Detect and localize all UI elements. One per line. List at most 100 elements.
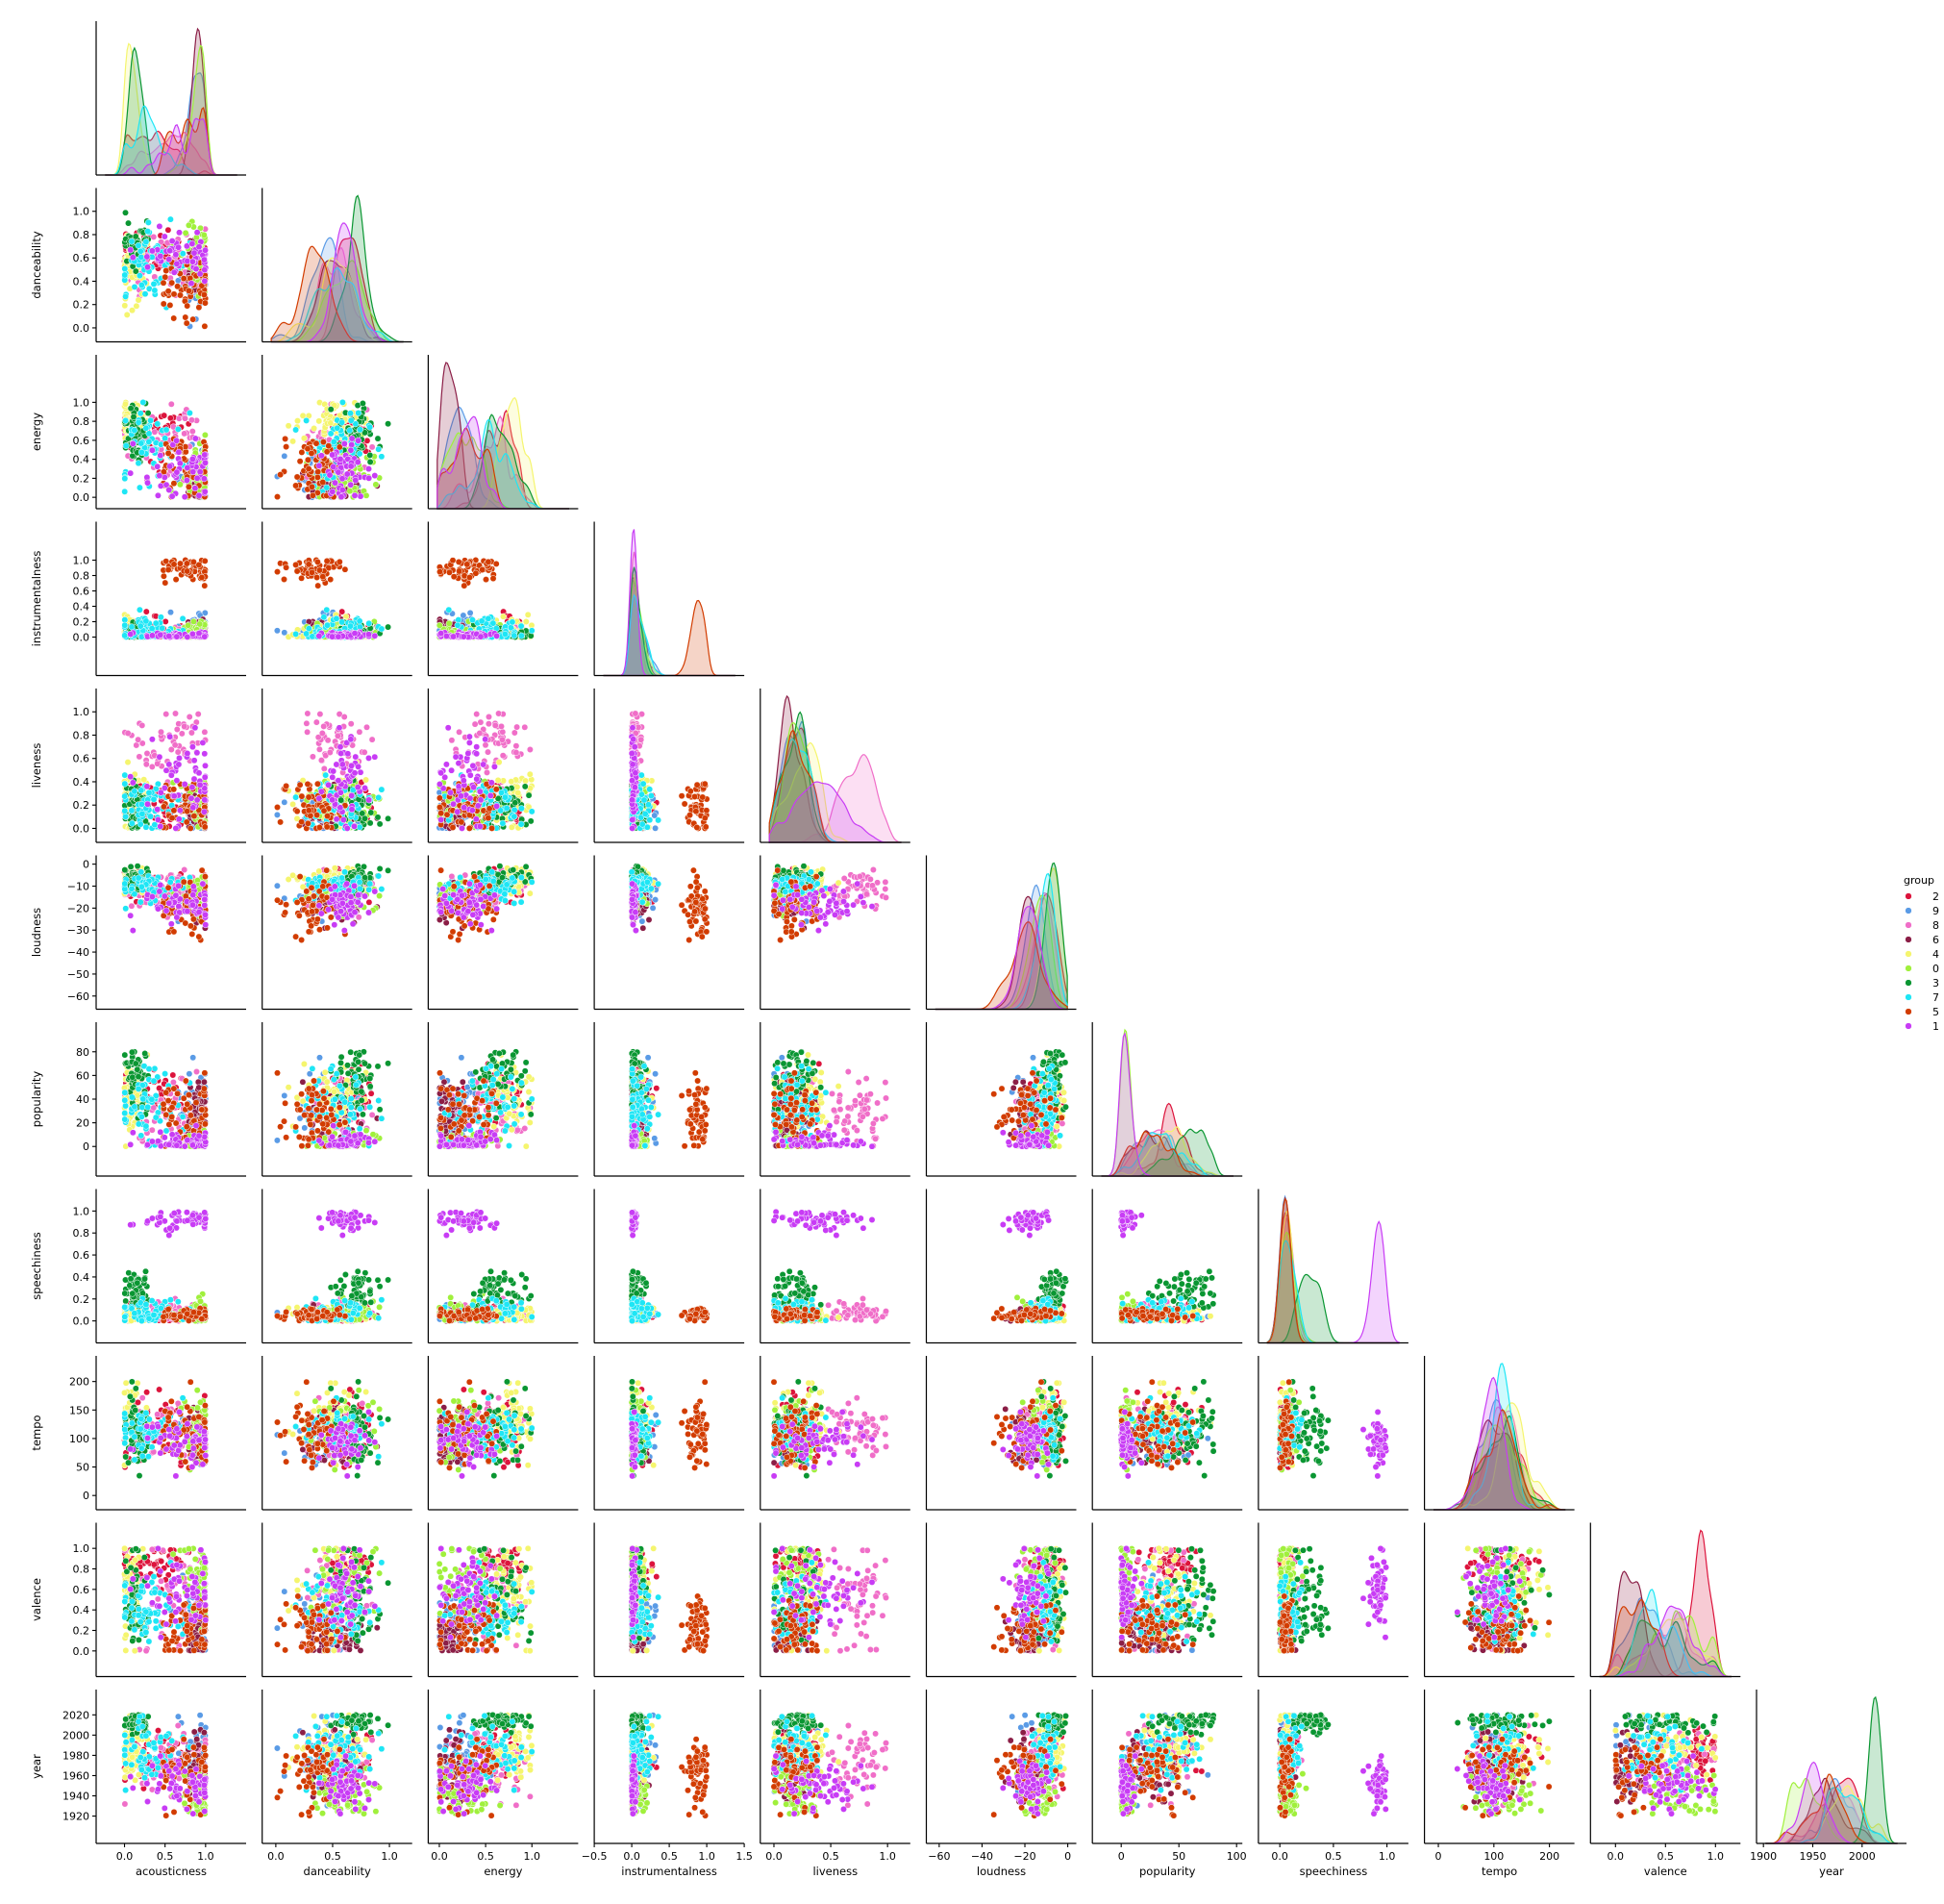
point-instrumentalness-vs-acousticness-group-1 bbox=[158, 632, 163, 638]
point-instrumentalness-vs-energy-group-7 bbox=[511, 633, 517, 639]
y-tick-label: 0.6 bbox=[73, 586, 90, 598]
point-danceability-vs-acousticness-group-1 bbox=[173, 252, 179, 258]
point-liveness-vs-acousticness-group-8 bbox=[163, 711, 169, 716]
point-instrumentalness-vs-danceability-group-1 bbox=[365, 632, 371, 638]
point-liveness-vs-danceability-group-5 bbox=[316, 824, 322, 830]
point-liveness-vs-acousticness-group-1 bbox=[201, 809, 207, 814]
y-tick-label: 0.4 bbox=[73, 601, 90, 614]
y-tick-label: 0.8 bbox=[73, 229, 90, 241]
point-liveness-vs-danceability-group-5 bbox=[321, 808, 327, 814]
point-energy-vs-acousticness-group-1 bbox=[155, 463, 161, 469]
point-liveness-vs-acousticness-group-8 bbox=[174, 726, 180, 732]
panel-energy-vs-acousticness: 0.00.20.40.60.81.0energy bbox=[30, 355, 246, 509]
point-energy-vs-acousticness-group-3 bbox=[145, 410, 151, 415]
point-liveness-vs-acousticness-group-1 bbox=[192, 725, 198, 731]
point-instrumentalness-vs-danceability-group-5 bbox=[274, 568, 280, 574]
y-tick-label: 0.2 bbox=[73, 299, 90, 312]
point-energy-vs-acousticness-group-7 bbox=[138, 449, 144, 455]
point-liveness-vs-danceability-group-1 bbox=[330, 774, 336, 780]
point-liveness-vs-acousticness-group-1 bbox=[130, 780, 136, 786]
point-energy-vs-danceability-group-1 bbox=[329, 452, 335, 458]
point-danceability-vs-acousticness-group-5 bbox=[196, 305, 202, 311]
point-danceability-vs-acousticness-group-1 bbox=[157, 223, 162, 229]
point-energy-vs-acousticness-group-7 bbox=[163, 427, 169, 433]
point-danceability-vs-acousticness-group-1 bbox=[144, 254, 150, 260]
point-energy-vs-danceability-group-0 bbox=[347, 489, 353, 494]
point-energy-vs-danceability-group-1 bbox=[316, 463, 322, 468]
point-liveness-vs-acousticness-group-1 bbox=[189, 744, 195, 750]
point-liveness-vs-acousticness-group-8 bbox=[172, 742, 178, 748]
point-liveness-vs-acousticness-group-8 bbox=[139, 722, 145, 728]
point-instrumentalness-vs-energy-group-7 bbox=[529, 628, 535, 634]
kde-instrumentalness-group-0 bbox=[604, 581, 735, 676]
point-energy-vs-danceability-group-1 bbox=[339, 487, 345, 492]
y-tick-label: 0.0 bbox=[73, 822, 90, 835]
y-tick-label: 0.2 bbox=[73, 799, 90, 812]
point-liveness-vs-acousticness-group-8 bbox=[179, 731, 185, 737]
point-energy-vs-danceability-group-0 bbox=[363, 492, 369, 498]
point-energy-vs-danceability-group-1 bbox=[318, 453, 324, 459]
point-instrumentalness-vs-danceability-group-9 bbox=[274, 628, 280, 634]
point-liveness-vs-danceability-group-8 bbox=[321, 765, 327, 771]
point-instrumentalness-vs-energy-group-9 bbox=[461, 613, 466, 618]
point-instrumentalness-vs-acousticness-group-7 bbox=[137, 623, 143, 629]
point-instrumentalness-vs-danceability-group-3 bbox=[385, 624, 390, 630]
point-danceability-vs-acousticness-group-1 bbox=[189, 240, 195, 246]
point-danceability-vs-acousticness-group-5 bbox=[202, 300, 208, 306]
y-tick-label: 1.0 bbox=[73, 555, 90, 567]
point-instrumentalness-vs-acousticness-group-7 bbox=[137, 607, 142, 613]
point-instrumentalness-vs-acousticness-group-7 bbox=[160, 625, 165, 631]
point-instrumentalness-vs-acousticness-group-5 bbox=[173, 576, 179, 582]
point-liveness-vs-acousticness-group-7 bbox=[129, 808, 135, 814]
point-liveness-vs-danceability-group-1 bbox=[349, 807, 355, 813]
point-liveness-vs-acousticness-group-7 bbox=[122, 781, 128, 787]
point-energy-vs-danceability-group-5 bbox=[310, 492, 315, 498]
point-danceability-vs-acousticness-group-5 bbox=[184, 320, 189, 326]
point-danceability-vs-acousticness-group-3 bbox=[133, 234, 138, 239]
point-instrumentalness-vs-energy-group-4 bbox=[500, 614, 506, 619]
point-energy-vs-danceability-group-4 bbox=[328, 420, 334, 426]
point-energy-vs-acousticness-group-1 bbox=[177, 461, 183, 466]
point-energy-vs-danceability-group-1 bbox=[337, 456, 343, 462]
point-energy-vs-acousticness-group-1 bbox=[184, 477, 189, 483]
point-liveness-vs-danceability-group-4 bbox=[289, 801, 295, 807]
point-energy-vs-acousticness-group-1 bbox=[149, 447, 155, 453]
point-liveness-vs-danceability-group-1 bbox=[365, 755, 371, 761]
point-danceability-vs-acousticness-group-7 bbox=[143, 238, 149, 244]
point-liveness-vs-danceability-group-3 bbox=[377, 821, 383, 827]
point-energy-vs-acousticness-group-5 bbox=[171, 481, 177, 487]
point-liveness-vs-acousticness-group-1 bbox=[177, 808, 183, 814]
point-liveness-vs-danceability-group-8 bbox=[304, 729, 310, 735]
point-danceability-vs-acousticness-group-7 bbox=[180, 251, 186, 257]
point-energy-vs-danceability-group-1 bbox=[366, 475, 372, 481]
y-tick-label: 0.0 bbox=[73, 632, 90, 644]
point-instrumentalness-vs-danceability-group-5 bbox=[292, 562, 298, 567]
point-energy-vs-acousticness-group-1 bbox=[202, 452, 208, 458]
point-energy-vs-acousticness-group-1 bbox=[158, 452, 163, 458]
point-instrumentalness-vs-danceability-group-7 bbox=[347, 623, 353, 629]
point-liveness-vs-acousticness-group-8 bbox=[125, 730, 131, 736]
point-energy-vs-danceability-group-7 bbox=[357, 451, 362, 457]
point-danceability-vs-acousticness-group-5 bbox=[162, 274, 168, 280]
point-liveness-vs-danceability-group-1 bbox=[318, 789, 324, 794]
point-liveness-vs-danceability-group-7 bbox=[376, 794, 382, 800]
point-energy-vs-acousticness-group-7 bbox=[136, 461, 141, 466]
point-energy-vs-danceability-group-4 bbox=[316, 418, 322, 424]
point-instrumentalness-vs-energy-group-1 bbox=[493, 633, 499, 639]
panel-danceability-vs-danceability bbox=[262, 188, 412, 342]
point-liveness-vs-danceability-group-1 bbox=[351, 823, 357, 829]
point-instrumentalness-vs-acousticness-group-7 bbox=[122, 622, 128, 628]
point-liveness-vs-acousticness-group-8 bbox=[202, 729, 208, 735]
point-instrumentalness-vs-acousticness-group-1 bbox=[174, 634, 180, 639]
point-danceability-vs-acousticness-group-5 bbox=[183, 314, 188, 320]
point-liveness-vs-danceability-group-5 bbox=[299, 793, 305, 799]
point-instrumentalness-vs-energy-group-7 bbox=[518, 623, 524, 629]
point-liveness-vs-danceability-group-5 bbox=[324, 813, 330, 818]
point-energy-vs-acousticness-group-1 bbox=[192, 436, 198, 441]
point-instrumentalness-vs-danceability-group-5 bbox=[324, 558, 330, 564]
point-liveness-vs-danceability-group-8 bbox=[341, 714, 347, 719]
point-energy-vs-acousticness-group-1 bbox=[144, 474, 150, 480]
point-liveness-vs-acousticness-group-7 bbox=[139, 811, 145, 816]
point-danceability-vs-acousticness-group-7 bbox=[152, 288, 158, 293]
